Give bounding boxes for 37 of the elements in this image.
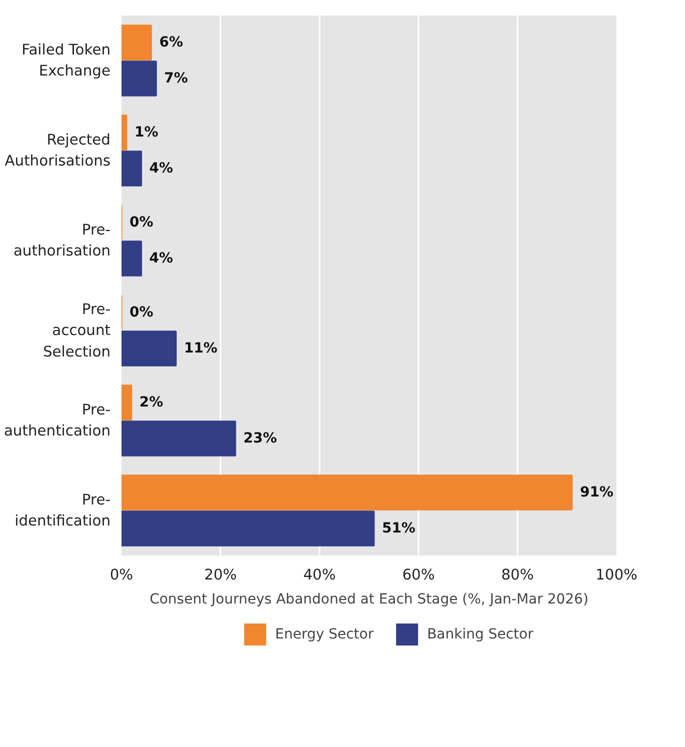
legend-label: Energy Sector [275,626,374,642]
bar [122,420,236,456]
legend-label: Banking Sector [427,626,534,642]
data-label: 1% [134,124,158,140]
bar [122,474,573,510]
y-tick-label: Pre- account Selection [42,300,111,360]
data-label: 91% [580,484,614,500]
bar [122,150,142,186]
data-label: 51% [382,520,416,536]
y-tick-label: Pre- authentication [4,401,111,440]
data-label: 4% [149,160,174,176]
bar [122,60,157,96]
bar [122,240,142,276]
x-tick-label: 100% [596,566,638,584]
y-tick-label: Pre- authorisation [13,221,111,260]
bar [122,384,132,420]
x-tick-label: 60% [402,566,435,584]
y-tick-label: Rejected Authorisations [4,131,111,170]
data-label: 2% [139,394,164,410]
data-label: 4% [149,250,174,266]
bar [122,510,375,546]
data-label: 11% [184,340,218,356]
data-label: 7% [164,70,188,86]
bar [122,330,177,366]
x-tick-label: 0% [110,566,134,584]
x-axis-title: Consent Journeys Abandoned at Each Stage (%, Jan-Mar 2026) [150,592,588,608]
data-label: 0% [130,214,154,230]
x-tick-label: 80% [501,566,534,584]
y-tick-label: Failed Token Exchange [22,41,111,80]
x-tick-label: 40% [303,566,336,584]
bar [122,114,128,150]
data-label: 0% [130,304,154,320]
data-label: 23% [243,430,277,446]
y-tick-label: Pre- identification [14,491,111,530]
bar [122,24,152,60]
data-label: 6% [159,34,183,50]
x-tick-label: 20% [204,566,237,584]
